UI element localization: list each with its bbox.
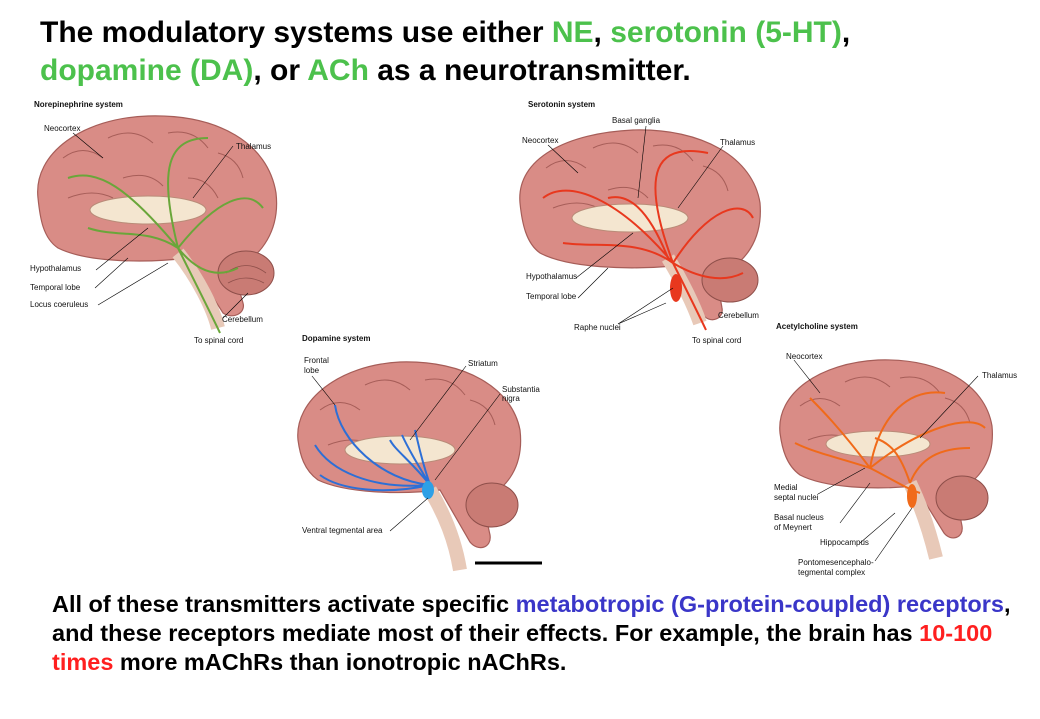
serotonin-panel: Serotonin system Basal ganglia Neocortex…	[508, 98, 798, 348]
metabotropic-highlight: metabotropic (G-protein-coupled) recepto…	[515, 591, 1004, 617]
da-label-substantia: Substantia	[502, 385, 540, 394]
ach-label-hippocampus: Hippocampus	[820, 538, 869, 547]
sero-label-neocortex: Neocortex	[522, 136, 559, 145]
ach-label-thalamus: Thalamus	[982, 371, 1018, 380]
norepinephrine-brain-illustration	[37, 115, 278, 334]
sero-label-raphe-nuclei: Raphe nuclei	[574, 323, 621, 332]
dopamine-brain-illustration	[297, 361, 542, 572]
ne-label-spinal-cord: To spinal cord	[194, 336, 244, 345]
acetylcholine-title: Acetylcholine system	[776, 322, 858, 331]
da-label-striatum: Striatum	[468, 359, 498, 368]
acetylcholine-brain-illustration	[779, 359, 993, 562]
ach-label-tegmental-complex: tegmental complex	[798, 568, 866, 577]
slide-title: The modulatory systems use either NE, se…	[40, 16, 851, 87]
ne-label-cerebellum: Cerebellum	[222, 315, 263, 324]
body-paragraph: All of these transmitters activate speci…	[52, 591, 1011, 675]
da-label-frontal: Frontal	[304, 356, 329, 365]
ne-label-locus-coeruleus: Locus coeruleus	[30, 300, 89, 309]
sero-label-cerebellum: Cerebellum	[718, 311, 759, 320]
title-text: The modulatory systems use either	[40, 16, 552, 49]
ne-label-thalamus: Thalamus	[236, 142, 272, 151]
title-ach: ACh	[307, 54, 369, 87]
acetylcholine-panel: Acetylcholine system Neocortex Thalamus …	[770, 318, 1032, 580]
ratio-highlight: 10-100 times	[52, 620, 993, 675]
sero-label-thalamus: Thalamus	[720, 138, 756, 147]
title-ne: NE	[551, 16, 594, 49]
ach-label-pontomesencephalo: Pontomesencephalo-	[798, 558, 874, 567]
norepinephrine-panel: Norepinephrine system Neocortex Thalamus…	[28, 98, 318, 348]
ne-label-hypothalamus: Hypothalamus	[30, 264, 82, 273]
ach-label-basal-nucleus: Basal nucleus	[774, 513, 824, 522]
da-label-vta: Ventral tegmental area	[302, 526, 383, 535]
sero-label-basal-ganglia: Basal ganglia	[612, 116, 661, 125]
da-label-lobe: lobe	[304, 366, 320, 375]
dopamine-title: Dopamine system	[302, 334, 371, 343]
ne-label-neocortex: Neocortex	[44, 124, 81, 133]
ne-label-temporal-lobe: Temporal lobe	[30, 283, 81, 292]
dopamine-panel: Dopamine system Frontal lobe Striatum Su…	[290, 330, 548, 578]
ach-label-septal-nuclei: septal nuclei	[774, 493, 819, 502]
sero-label-hypothalamus: Hypothalamus	[526, 272, 578, 281]
ach-label-neocortex: Neocortex	[786, 352, 823, 361]
title-serotonin: serotonin (5-HT)	[610, 16, 842, 49]
da-label-nigra: nigra	[502, 394, 520, 403]
serotonin-brain-illustration	[519, 125, 761, 331]
sero-label-spinal-cord: To spinal cord	[692, 336, 742, 345]
ach-label-medial: Medial	[774, 483, 798, 492]
ach-label-meynert: of Meynert	[774, 523, 812, 532]
title-dopamine: dopamine (DA)	[40, 54, 254, 87]
sero-label-temporal-lobe: Temporal lobe	[526, 292, 577, 301]
norepinephrine-title: Norepinephrine system	[34, 100, 123, 109]
serotonin-title: Serotonin system	[528, 100, 596, 109]
